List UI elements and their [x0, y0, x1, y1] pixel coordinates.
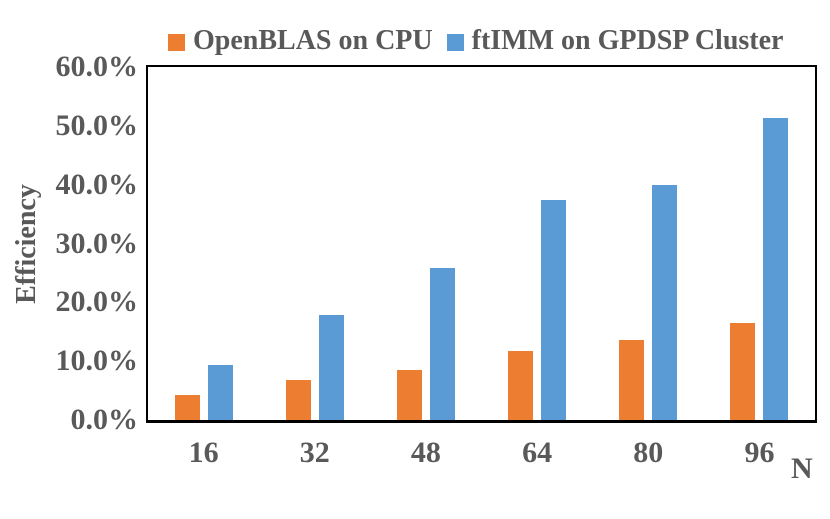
- bar-group: [259, 67, 370, 420]
- bar: [763, 117, 789, 420]
- bar-group: [370, 67, 481, 420]
- plot-area: [146, 65, 817, 423]
- x-tick-label: 16: [188, 436, 219, 469]
- bar: [541, 199, 567, 420]
- legend-item-openblas: OpenBLAS on CPU: [168, 24, 433, 58]
- x-tick-label: 80: [633, 436, 664, 469]
- bar: [396, 370, 422, 420]
- y-tick-label: 0.0%: [70, 403, 139, 436]
- legend-label-ftimm: ftIMM on GPDSP Cluster: [471, 25, 784, 56]
- legend-swatch-ftimm-icon: [446, 34, 464, 51]
- x-tick-label: 96: [744, 436, 775, 469]
- bar: [429, 268, 455, 420]
- x-tick-label: 48: [410, 436, 441, 469]
- bar: [652, 184, 678, 420]
- x-tick-label: 32: [299, 436, 330, 469]
- x-axis-title: N: [791, 452, 813, 485]
- y-tick-label: 60.0%: [55, 50, 139, 83]
- y-tick-label: 50.0%: [55, 108, 139, 142]
- legend-swatch-openblas-icon: [168, 34, 185, 51]
- y-tick-label: 30.0%: [55, 226, 139, 260]
- bar-group: [704, 67, 815, 420]
- x-axis-tick-labels: 16 32 48 64 80 96: [148, 437, 815, 469]
- bar: [285, 380, 311, 420]
- bar-group: [148, 67, 259, 420]
- legend-item-ftimm: ftIMM on GPDSP Cluster: [446, 24, 784, 58]
- y-tick-label: 40.0%: [55, 167, 139, 201]
- bar-group: [482, 67, 593, 420]
- bar: [207, 364, 233, 420]
- bar: [174, 394, 200, 420]
- bar: [730, 322, 756, 420]
- bar-group: [593, 67, 704, 420]
- bar: [318, 315, 344, 420]
- bar: [508, 350, 534, 420]
- y-tick-label: 20.0%: [55, 285, 139, 319]
- y-tick-label: 10.0%: [55, 344, 139, 378]
- chart-legend: OpenBLAS on CPU ftIMM on GPDSP Cluster: [168, 24, 783, 58]
- y-axis-tick-labels: 0.0% 10.0% 20.0% 30.0% 40.0% 50.0% 60.0%: [0, 0, 139, 519]
- bar: [619, 340, 645, 420]
- x-tick-label: 64: [522, 436, 553, 469]
- legend-label-openblas: OpenBLAS on CPU: [193, 25, 433, 56]
